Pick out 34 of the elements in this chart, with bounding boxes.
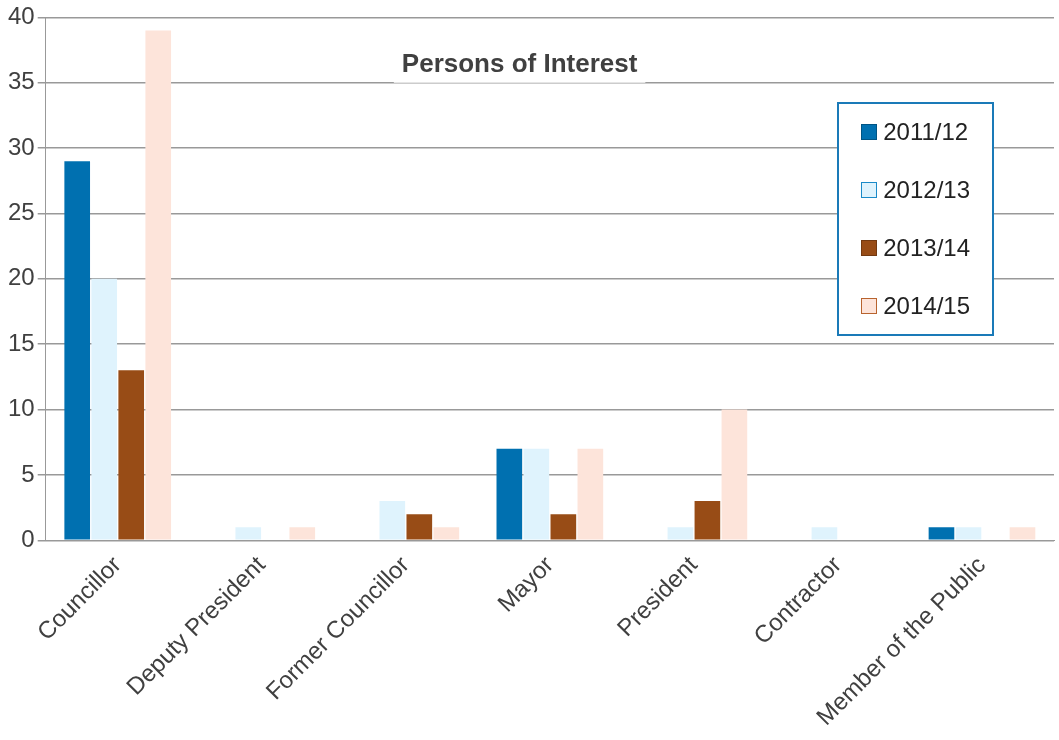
bar — [721, 409, 748, 540]
bar — [550, 514, 577, 540]
legend-label: 2011/12 — [883, 118, 969, 147]
bar — [145, 30, 172, 540]
y-tick-label: 40 — [7, 2, 35, 30]
bar — [694, 501, 721, 540]
bar — [433, 527, 460, 540]
y-tick-label: 5 — [21, 459, 35, 487]
bar — [811, 527, 838, 540]
bar — [406, 514, 433, 540]
y-tick-label: 30 — [7, 132, 35, 160]
bar — [496, 448, 523, 540]
bar — [577, 448, 604, 540]
bar — [1009, 527, 1036, 540]
bar — [118, 370, 145, 540]
y-tick-label: 35 — [7, 67, 35, 95]
bar — [64, 161, 91, 540]
bar — [289, 527, 316, 540]
bar — [928, 527, 955, 540]
y-tick-label: 25 — [7, 198, 35, 226]
bar — [955, 527, 982, 540]
bar — [523, 448, 550, 540]
y-tick-label: 20 — [7, 263, 35, 291]
bar — [667, 527, 694, 540]
bar — [379, 501, 406, 540]
bar — [235, 527, 262, 540]
text: Persons of Interest — [401, 47, 638, 78]
bar — [91, 278, 118, 540]
legend-label: 2013/14 — [883, 234, 970, 263]
legend-label: 2014/15 — [883, 292, 970, 321]
y-tick-label: 0 — [21, 524, 35, 552]
y-tick-label: 10 — [7, 394, 35, 422]
legend-label: 2012/13 — [883, 176, 970, 205]
y-tick-label: 15 — [7, 328, 35, 356]
